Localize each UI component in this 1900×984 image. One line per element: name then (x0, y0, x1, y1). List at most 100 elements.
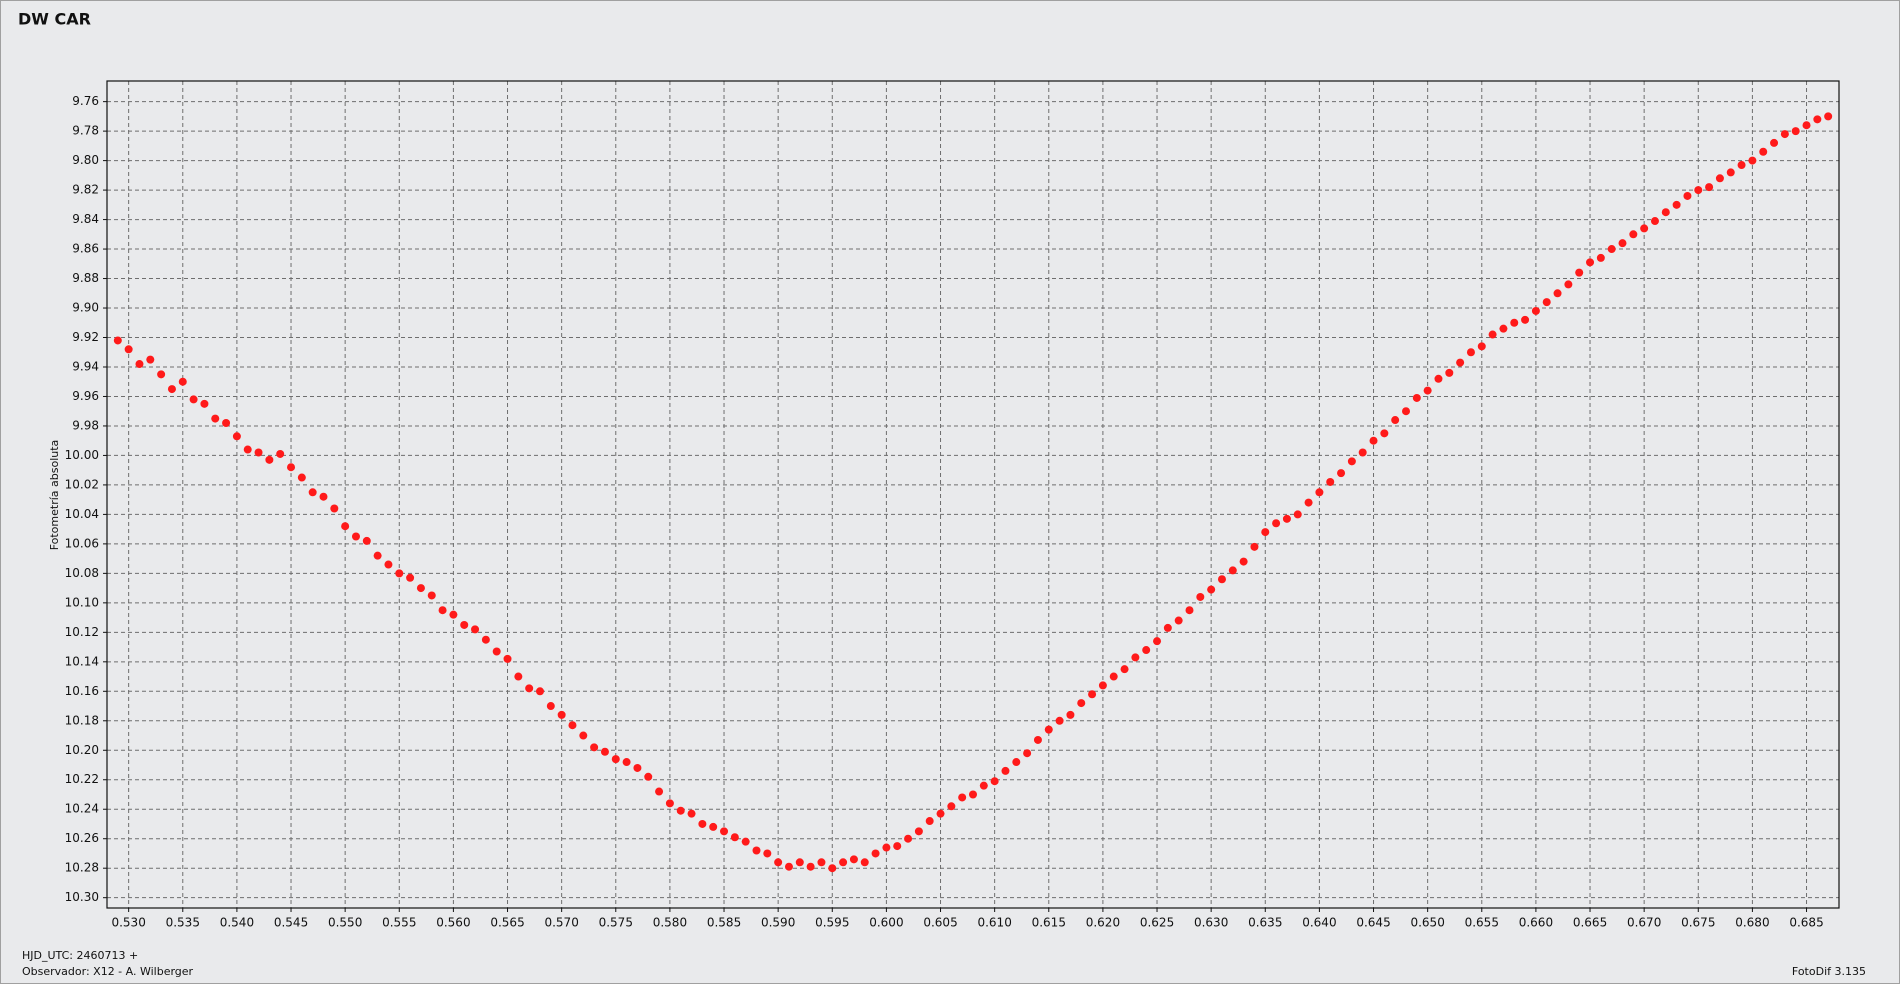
data-point (1694, 186, 1703, 195)
data-point (1672, 200, 1681, 209)
data-point (1650, 217, 1659, 226)
y-tick-label: 10.04 (65, 507, 99, 521)
data-point (1239, 557, 1248, 566)
x-tick-label: 0.645 (1356, 916, 1390, 930)
data-point (146, 355, 155, 364)
data-point (1369, 436, 1378, 445)
data-point (936, 809, 945, 818)
footer-text: Observador: X12 - A. Wilberger (22, 965, 194, 978)
x-tick-label: 0.615 (1032, 916, 1066, 930)
data-point (1196, 592, 1205, 601)
data-point (276, 449, 285, 458)
data-point (774, 858, 783, 867)
data-point (925, 817, 934, 826)
data-point (839, 858, 848, 867)
data-point (1705, 183, 1714, 192)
data-point (1088, 690, 1097, 699)
x-tick-label: 0.675 (1681, 916, 1715, 930)
data-point (1434, 374, 1443, 383)
data-point (1077, 699, 1086, 708)
data-point (1185, 606, 1194, 615)
data-point (622, 758, 631, 767)
data-point (1683, 191, 1692, 200)
y-tick-label: 10.30 (65, 890, 99, 904)
x-tick-label: 0.550 (328, 916, 362, 930)
x-tick-label: 0.665 (1573, 916, 1607, 930)
data-point (243, 445, 252, 454)
data-point (579, 731, 588, 740)
x-tick-label: 0.560 (436, 916, 470, 930)
data-point (449, 610, 458, 619)
x-tick-label: 0.660 (1519, 916, 1553, 930)
data-point (297, 473, 306, 482)
data-point (904, 834, 913, 843)
x-tick-label: 0.650 (1410, 916, 1444, 930)
y-tick-label: 10.06 (65, 536, 99, 550)
x-tick-label: 0.600 (869, 916, 903, 930)
y-tick-label: 10.22 (65, 772, 99, 786)
y-tick-label: 9.96 (72, 389, 99, 403)
data-point (860, 858, 869, 867)
y-tick-label: 9.78 (72, 124, 99, 138)
data-point (849, 855, 858, 864)
data-point (1412, 393, 1421, 402)
data-point (481, 635, 490, 644)
data-point (330, 504, 339, 513)
data-point (222, 419, 231, 428)
data-point (1824, 112, 1833, 121)
y-tick-label: 9.98 (72, 418, 99, 432)
data-point (492, 647, 501, 656)
data-point (1780, 130, 1789, 139)
x-tick-label: 0.590 (761, 916, 795, 930)
data-point (319, 492, 328, 501)
x-tick-label: 0.575 (599, 916, 633, 930)
data-point (1564, 280, 1573, 289)
data-point (1315, 488, 1324, 497)
y-tick-label: 10.12 (65, 625, 99, 639)
data-point (958, 793, 967, 802)
data-point (568, 721, 577, 730)
data-point (1813, 115, 1822, 124)
data-point (460, 620, 469, 629)
y-tick-label: 10.28 (65, 861, 99, 875)
data-point (113, 336, 122, 345)
data-point (1391, 416, 1400, 425)
x-tick-label: 0.625 (1140, 916, 1174, 930)
y-tick-label: 9.90 (72, 301, 99, 315)
data-point (1466, 348, 1475, 357)
data-point (709, 822, 718, 831)
data-point (200, 399, 209, 408)
data-point (1380, 429, 1389, 438)
data-point (1737, 161, 1746, 170)
data-point (806, 862, 815, 871)
data-point (1174, 616, 1183, 625)
plot-area (107, 81, 1839, 908)
y-tick-label: 9.76 (72, 94, 99, 108)
y-tick-label: 10.26 (65, 831, 99, 845)
data-point (1445, 368, 1454, 377)
data-point (1661, 208, 1670, 217)
data-point (211, 414, 220, 423)
x-tick-label: 0.570 (544, 916, 578, 930)
y-axis-label: Fotometría absoluta (48, 440, 61, 551)
data-point (741, 837, 750, 846)
data-point (676, 806, 685, 815)
data-point (1109, 672, 1118, 681)
data-point (1791, 127, 1800, 136)
data-point (882, 843, 891, 852)
data-point (1423, 386, 1432, 395)
data-point (1770, 138, 1779, 147)
data-point (1044, 725, 1053, 734)
x-tick-label: 0.605 (923, 916, 957, 930)
data-point (416, 584, 425, 593)
data-point (362, 536, 371, 545)
data-point (1640, 224, 1649, 233)
data-point (1586, 258, 1595, 267)
data-point (406, 573, 415, 582)
data-point (947, 802, 956, 811)
data-point (633, 763, 642, 772)
data-point (1033, 735, 1042, 744)
data-point (1023, 749, 1032, 758)
y-tick-label: 10.10 (65, 595, 99, 609)
